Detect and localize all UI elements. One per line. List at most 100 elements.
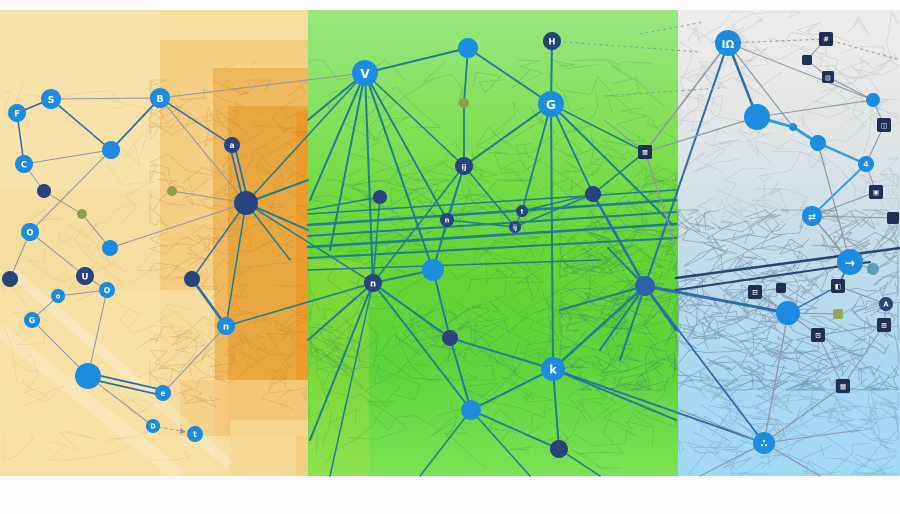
- graph-edge: [727, 42, 874, 101]
- graph-edge: [329, 282, 374, 477]
- graph-edge: [470, 368, 554, 411]
- graph-edge: [364, 47, 469, 74]
- graph-node: [77, 209, 87, 219]
- graph-node: [41, 89, 61, 109]
- graph-edge: [89, 378, 166, 397]
- graph-edge: [603, 87, 721, 97]
- graph-node: [440, 213, 454, 227]
- graph-edge: [816, 141, 868, 166]
- graph-edge: [643, 284, 790, 315]
- graph-node: [776, 301, 800, 325]
- graph-node: [442, 330, 458, 346]
- graph-edge: [699, 442, 765, 477]
- graph-edge: [364, 72, 374, 284]
- graph-edge: [245, 202, 291, 261]
- node-glyph: B: [156, 94, 163, 105]
- graph-edge: [364, 72, 465, 167]
- graph-node: [461, 400, 481, 420]
- graph-node: [422, 259, 444, 281]
- node-glyph: ⊠: [642, 149, 648, 157]
- graph-edge: [552, 368, 765, 444]
- arrowhead: [179, 428, 186, 434]
- graph-edge: [449, 337, 472, 411]
- node-glyph: e: [160, 389, 165, 398]
- graph-edge: [837, 285, 887, 305]
- graph-edge: [592, 151, 646, 195]
- graph-node-box: [887, 212, 899, 224]
- graph-node: [51, 289, 65, 303]
- node-glyph: ▣: [873, 189, 879, 197]
- graph-edge: [309, 72, 366, 201]
- graph-node: [187, 426, 203, 442]
- node-glyph: O: [26, 228, 33, 238]
- node-glyph: 4: [863, 160, 868, 169]
- graph-node-box: [748, 285, 762, 299]
- graph-edge: [50, 97, 161, 100]
- graph-node: [8, 104, 26, 122]
- graph-node: [635, 276, 655, 296]
- texture-scribbles: [677, 209, 899, 391]
- graph-edge: [307, 196, 381, 211]
- graph-node: [509, 221, 521, 233]
- node-glyph: ▤: [825, 74, 831, 81]
- node-glyph: n: [445, 217, 450, 225]
- graph-edge: [463, 165, 516, 228]
- graph-edge: [726, 41, 759, 119]
- node-glyph: ij: [462, 162, 467, 171]
- graph-node: [753, 432, 775, 454]
- color-patch: [230, 420, 308, 476]
- graph-node: [167, 186, 177, 196]
- graph-edge: [307, 282, 374, 341]
- graph-edge: [372, 282, 472, 411]
- graph-node: [37, 184, 51, 198]
- graph-node-box: [822, 71, 834, 83]
- graph-edge: [763, 312, 789, 444]
- graph-edge: [159, 97, 233, 146]
- node-glyph: ▦: [840, 383, 846, 391]
- graph-node: [21, 223, 39, 241]
- graph-edge: [842, 324, 885, 387]
- graph-edge: [811, 215, 894, 219]
- graph-node-box: [836, 379, 850, 393]
- graph-edge: [432, 269, 451, 339]
- graph-node-box: [638, 145, 652, 159]
- node-glyph: O: [104, 286, 111, 295]
- graph-node: [373, 190, 387, 204]
- graph-edge: [550, 103, 646, 153]
- graph-node: [715, 30, 741, 56]
- node-glyph: S: [48, 95, 55, 106]
- graph-edge: [307, 259, 601, 271]
- graph-edge: [470, 409, 560, 450]
- node-glyph: k: [549, 363, 557, 377]
- graph-edge: [727, 38, 827, 44]
- graph-node: [15, 155, 33, 173]
- graph-node: [150, 88, 170, 108]
- graph-edge: [162, 325, 227, 394]
- graph-edge: [306, 222, 678, 249]
- node-glyph: G: [546, 98, 556, 112]
- graph-edge: [550, 103, 554, 370]
- graph-node: [24, 312, 40, 328]
- graph-edge: [87, 375, 154, 427]
- graph-node: [102, 240, 118, 256]
- graph-edge: [552, 368, 560, 450]
- node-glyph: a: [229, 141, 234, 150]
- graph-edge: [446, 219, 516, 228]
- graph-node: [789, 123, 797, 131]
- node-glyph: o: [56, 293, 61, 301]
- node-glyph: ⊟: [752, 289, 758, 297]
- graph-edge: [619, 285, 646, 361]
- graph-edge: [171, 190, 247, 204]
- texture-scribbles: [148, 79, 308, 411]
- node-glyph: ∴: [760, 438, 767, 450]
- node-glyph: t: [521, 208, 524, 215]
- graph-edge: [644, 285, 765, 444]
- graph-node: [455, 157, 473, 175]
- node-glyph: IΩ: [722, 39, 735, 51]
- graph-node: [867, 263, 879, 275]
- graph-edge: [817, 324, 885, 336]
- node-glyph: A: [883, 301, 889, 309]
- graph-edge: [644, 116, 758, 153]
